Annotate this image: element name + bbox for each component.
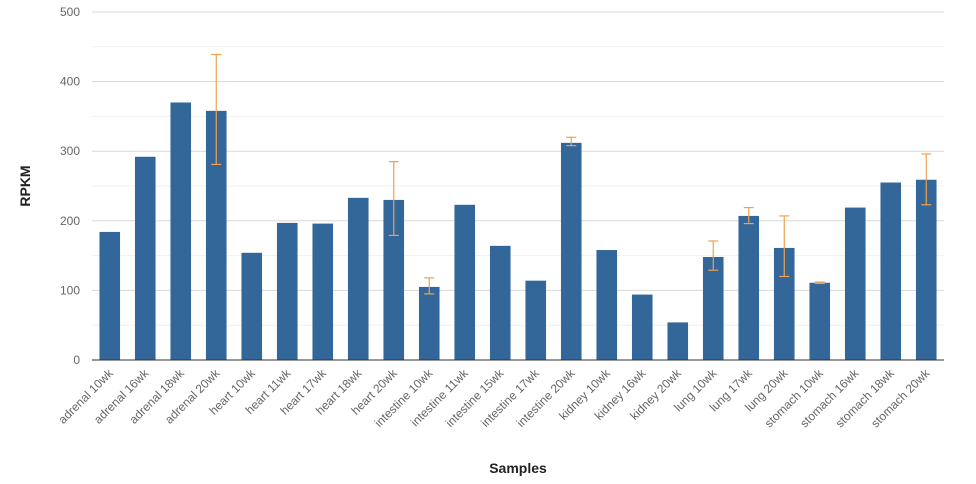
y-tick-label: 200 [60, 214, 80, 228]
bar [99, 231, 121, 360]
error-bar [211, 53, 222, 166]
error-bars [211, 53, 932, 295]
bar [134, 156, 156, 360]
y-axis-ticks: 0 100 200 300 400 500 [60, 5, 80, 367]
bar [702, 256, 724, 360]
bar [738, 215, 760, 360]
bar [241, 252, 263, 360]
bar [631, 294, 653, 360]
error-bar [388, 161, 399, 237]
bar [383, 199, 405, 360]
bar [809, 282, 831, 360]
bar [844, 207, 866, 360]
error-bar [566, 136, 577, 147]
y-tick-label: 0 [73, 353, 80, 367]
y-tick-label: 400 [60, 75, 80, 89]
bar [312, 223, 334, 360]
bar [489, 245, 511, 360]
error-bar [779, 215, 790, 278]
bar [454, 204, 476, 360]
error-bar [424, 277, 435, 295]
bar [915, 179, 937, 360]
error-bar [814, 281, 825, 285]
bar [276, 222, 298, 360]
y-tick-label: 100 [60, 283, 80, 297]
y-axis-title: RPKM [17, 165, 33, 206]
bar [205, 110, 227, 360]
bar [525, 280, 547, 360]
y-tick-label: 300 [60, 144, 80, 158]
bar [347, 197, 369, 360]
bars [99, 102, 937, 360]
bar [880, 182, 902, 360]
bar [170, 102, 192, 360]
bar [560, 142, 582, 360]
error-bar [708, 240, 719, 271]
x-axis-title: Samples [489, 460, 547, 476]
bar [773, 247, 795, 360]
grid [92, 11, 944, 326]
bar [596, 250, 618, 360]
bar [418, 286, 440, 360]
y-tick-label: 500 [60, 5, 80, 19]
bar [667, 322, 689, 360]
error-bar [743, 206, 754, 225]
error-bar [921, 153, 932, 206]
